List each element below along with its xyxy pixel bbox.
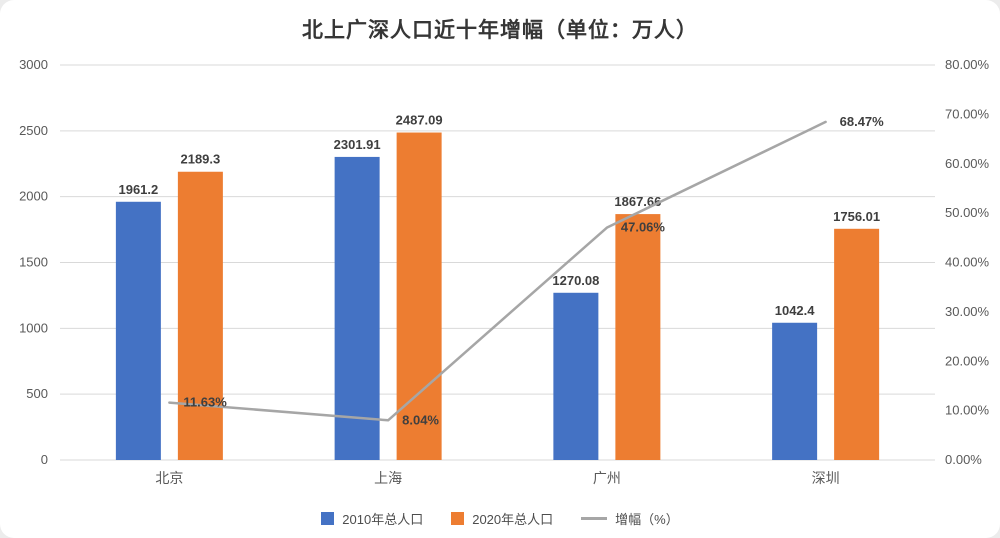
bar-2020年总人口	[834, 228, 880, 460]
x-axis-label: 深圳	[812, 470, 840, 486]
x-axis-label: 上海	[374, 470, 402, 486]
x-axis-label: 北京	[155, 470, 183, 486]
right-axis-tick: 30.00%	[945, 304, 990, 319]
left-axis-tick: 1000	[19, 320, 48, 335]
line-value-label: 68.47%	[840, 114, 885, 129]
bar-value-label: 1270.08	[552, 273, 599, 288]
left-axis-tick: 0	[41, 452, 48, 467]
line-value-label: 11.63%	[183, 395, 227, 410]
right-axis-tick: 50.00%	[945, 205, 990, 220]
legend-label: 增幅（%）	[615, 512, 679, 527]
right-axis-tick: 10.00%	[945, 403, 990, 418]
bar-value-label: 1042.4	[775, 303, 816, 318]
left-axis-tick: 2500	[19, 123, 48, 138]
legend-label: 2020年总人口	[472, 512, 554, 527]
legend-item: 2010年总人口	[321, 509, 423, 528]
bar-value-label: 1961.2	[118, 182, 158, 197]
bar-2010年总人口	[553, 292, 599, 460]
left-axis-tick: 1500	[19, 255, 48, 270]
left-axis-tick: 2000	[19, 189, 48, 204]
legend-line-swatch	[581, 517, 608, 520]
bar-value-label: 1756.01	[833, 209, 880, 224]
chart-legend: 2010年总人口 2020年总人口 增幅（%）	[0, 509, 1000, 528]
line-value-label: 47.06%	[621, 220, 666, 235]
bar-2010年总人口	[334, 156, 380, 461]
bar-2020年总人口	[615, 214, 661, 460]
right-axis-tick: 0.00%	[945, 452, 982, 467]
legend-square-swatch	[451, 512, 465, 525]
bar-value-label: 1867.66	[614, 194, 661, 209]
bar-2020年总人口	[177, 171, 223, 460]
right-axis-tick: 40.00%	[945, 255, 990, 270]
left-axis-tick: 500	[26, 386, 48, 401]
bar-value-label: 2189.3	[180, 152, 220, 167]
bar-2010年总人口	[115, 201, 161, 460]
left-axis-tick: 3000	[19, 57, 48, 72]
x-axis-label: 广州	[593, 470, 621, 486]
legend-square-swatch	[321, 512, 335, 525]
right-axis-tick: 20.00%	[945, 353, 990, 368]
right-axis-tick: 60.00%	[945, 156, 990, 171]
bar-2020年总人口	[396, 132, 442, 461]
bar-2010年总人口	[772, 322, 818, 460]
right-axis-tick: 70.00%	[945, 106, 990, 121]
growth-line	[168, 120, 827, 422]
chart-title: 北上广深人口近十年增幅（单位：万人）	[302, 19, 698, 42]
right-axis-tick: 80.00%	[945, 57, 990, 72]
legend-item: 2020年总人口	[451, 509, 553, 528]
legend-label: 2010年总人口	[342, 512, 424, 527]
line-value-label: 8.04%	[402, 412, 439, 427]
bar-value-label: 2301.91	[334, 137, 381, 152]
bar-value-label: 2487.09	[396, 113, 443, 128]
legend-item: 增幅（%）	[581, 509, 679, 528]
